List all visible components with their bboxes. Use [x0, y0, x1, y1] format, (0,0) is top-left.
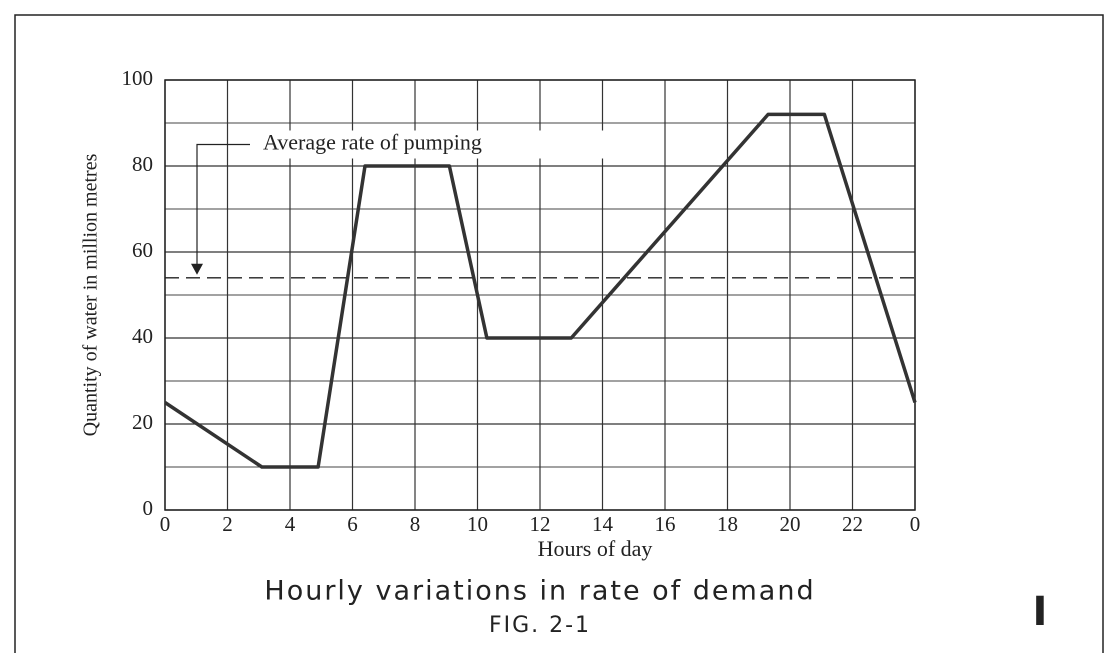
- x-tick-label: 20: [780, 512, 801, 536]
- x-tick-label: 16: [655, 512, 676, 536]
- frame: [14, 14, 1104, 653]
- x-tick-label: 6: [347, 512, 358, 536]
- x-tick-label: 22: [842, 512, 863, 536]
- y-tick-label: 0: [143, 496, 154, 520]
- x-tick-label: 12: [530, 512, 551, 536]
- y-tick-label: 20: [132, 410, 153, 434]
- x-tick-label: 0: [910, 512, 921, 536]
- arrow-head: [191, 263, 203, 275]
- y-tick-label: 60: [132, 238, 153, 262]
- y-axis-label: Quantity of water in million metres: [80, 153, 102, 436]
- corner-mark: I: [1033, 589, 1048, 635]
- annotation-bg: [255, 130, 615, 159]
- x-tick-label: 14: [592, 512, 614, 536]
- chart-subtitle: FIG. 2-1: [489, 613, 591, 638]
- chart-title: Hourly variations in rate of demand: [264, 576, 815, 607]
- y-tick-label: 80: [132, 152, 153, 176]
- x-tick-label: 8: [410, 512, 421, 536]
- plot-border: [164, 79, 916, 511]
- x-tick-label: 2: [222, 512, 233, 536]
- x-axis-label: Hours of day: [538, 536, 653, 561]
- x-tick-label: 10: [467, 512, 488, 536]
- annotation-text: Average rate of pumping: [263, 130, 482, 155]
- x-tick-label: 4: [285, 512, 296, 536]
- y-tick-label: 40: [132, 324, 153, 348]
- annotation-arrow: [196, 143, 250, 270]
- x-tick-label: 0: [160, 512, 171, 536]
- x-tick-label: 18: [717, 512, 738, 536]
- y-tick-label: 100: [122, 66, 154, 90]
- data-line: [164, 112, 917, 469]
